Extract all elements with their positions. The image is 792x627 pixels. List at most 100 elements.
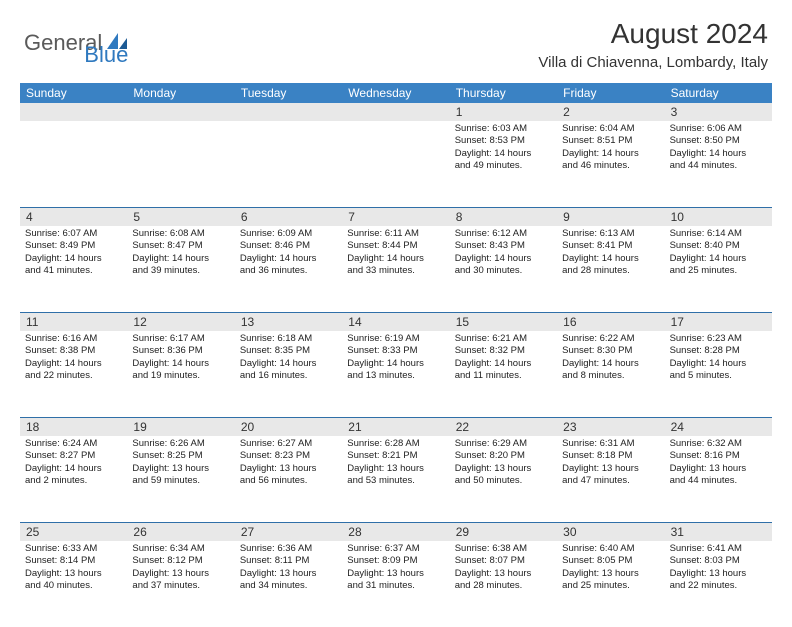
day-info-line: Sunset: 8:09 PM <box>347 555 444 567</box>
day-number-row: 18192021222324 <box>20 417 772 436</box>
day-info-line: and 11 minutes. <box>455 370 552 382</box>
day-cell: Sunrise: 6:11 AMSunset: 8:44 PMDaylight:… <box>342 226 449 312</box>
day-info-line: Sunrise: 6:40 AM <box>562 543 659 555</box>
day-number: 16 <box>557 313 664 331</box>
day-info-line: and 44 minutes. <box>670 160 767 172</box>
dow-cell: Monday <box>127 83 234 103</box>
day-info: Sunrise: 6:40 AMSunset: 8:05 PMDaylight:… <box>562 543 659 592</box>
day-number: 13 <box>235 313 342 331</box>
week-row: Sunrise: 6:07 AMSunset: 8:49 PMDaylight:… <box>20 226 772 312</box>
day-info: Sunrise: 6:23 AMSunset: 8:28 PMDaylight:… <box>670 333 767 382</box>
day-info: Sunrise: 6:19 AMSunset: 8:33 PMDaylight:… <box>347 333 444 382</box>
day-info-line: Sunset: 8:53 PM <box>455 135 552 147</box>
day-cell: Sunrise: 6:24 AMSunset: 8:27 PMDaylight:… <box>20 436 127 522</box>
day-number: 24 <box>665 418 772 436</box>
day-info-line: Sunset: 8:47 PM <box>132 240 229 252</box>
day-info-line: Sunrise: 6:06 AM <box>670 123 767 135</box>
day-info-line: Daylight: 14 hours <box>25 463 122 475</box>
day-info-line: and 59 minutes. <box>132 475 229 487</box>
location-label: Villa di Chiavenna, Lombardy, Italy <box>538 54 768 71</box>
day-info-line: Daylight: 13 hours <box>240 568 337 580</box>
day-info: Sunrise: 6:12 AMSunset: 8:43 PMDaylight:… <box>455 228 552 277</box>
week-row: Sunrise: 6:03 AMSunset: 8:53 PMDaylight:… <box>20 121 772 207</box>
day-info-line: Daylight: 14 hours <box>670 148 767 160</box>
day-cell: Sunrise: 6:06 AMSunset: 8:50 PMDaylight:… <box>665 121 772 207</box>
day-info-line: Sunset: 8:11 PM <box>240 555 337 567</box>
dow-cell: Sunday <box>20 83 127 103</box>
day-info-line: Sunrise: 6:27 AM <box>240 438 337 450</box>
day-info-line: Sunrise: 6:34 AM <box>132 543 229 555</box>
day-info-line: and 13 minutes. <box>347 370 444 382</box>
day-cell <box>127 121 234 207</box>
day-info-line: Sunset: 8:20 PM <box>455 450 552 462</box>
day-info-line: and 44 minutes. <box>670 475 767 487</box>
day-info: Sunrise: 6:29 AMSunset: 8:20 PMDaylight:… <box>455 438 552 487</box>
day-info: Sunrise: 6:22 AMSunset: 8:30 PMDaylight:… <box>562 333 659 382</box>
day-info-line: Sunset: 8:43 PM <box>455 240 552 252</box>
day-info: Sunrise: 6:24 AMSunset: 8:27 PMDaylight:… <box>25 438 122 487</box>
day-info: Sunrise: 6:27 AMSunset: 8:23 PMDaylight:… <box>240 438 337 487</box>
day-cell: Sunrise: 6:41 AMSunset: 8:03 PMDaylight:… <box>665 541 772 627</box>
day-info-line: Sunrise: 6:37 AM <box>347 543 444 555</box>
day-info: Sunrise: 6:21 AMSunset: 8:32 PMDaylight:… <box>455 333 552 382</box>
day-info-line: and 28 minutes. <box>455 580 552 592</box>
day-info-line: and 41 minutes. <box>25 265 122 277</box>
day-info-line: Daylight: 14 hours <box>25 358 122 370</box>
day-info-line: Sunset: 8:16 PM <box>670 450 767 462</box>
day-info-line: Sunset: 8:27 PM <box>25 450 122 462</box>
day-number: 22 <box>450 418 557 436</box>
day-info: Sunrise: 6:03 AMSunset: 8:53 PMDaylight:… <box>455 123 552 172</box>
day-info-line: and 34 minutes. <box>240 580 337 592</box>
day-info: Sunrise: 6:37 AMSunset: 8:09 PMDaylight:… <box>347 543 444 592</box>
day-info-line: and 2 minutes. <box>25 475 122 487</box>
day-info-line: Daylight: 13 hours <box>455 568 552 580</box>
day-cell: Sunrise: 6:12 AMSunset: 8:43 PMDaylight:… <box>450 226 557 312</box>
logo: General Blue <box>24 18 128 68</box>
day-info: Sunrise: 6:26 AMSunset: 8:25 PMDaylight:… <box>132 438 229 487</box>
day-cell: Sunrise: 6:38 AMSunset: 8:07 PMDaylight:… <box>450 541 557 627</box>
day-info-line: Sunrise: 6:14 AM <box>670 228 767 240</box>
day-info-line: and 25 minutes. <box>670 265 767 277</box>
day-info: Sunrise: 6:16 AMSunset: 8:38 PMDaylight:… <box>25 333 122 382</box>
day-info-line: Daylight: 13 hours <box>455 463 552 475</box>
day-cell: Sunrise: 6:17 AMSunset: 8:36 PMDaylight:… <box>127 331 234 417</box>
day-info-line: Sunrise: 6:08 AM <box>132 228 229 240</box>
day-info-line: Sunrise: 6:17 AM <box>132 333 229 345</box>
weeks-container: ....123Sunrise: 6:03 AMSunset: 8:53 PMDa… <box>20 103 772 627</box>
day-cell: Sunrise: 6:14 AMSunset: 8:40 PMDaylight:… <box>665 226 772 312</box>
day-cell <box>20 121 127 207</box>
day-number-row: 25262728293031 <box>20 522 772 541</box>
day-number: 2 <box>557 103 664 121</box>
day-info-line: Sunset: 8:28 PM <box>670 345 767 357</box>
day-number: 5 <box>127 208 234 226</box>
day-info-line: Sunrise: 6:18 AM <box>240 333 337 345</box>
day-cell: Sunrise: 6:32 AMSunset: 8:16 PMDaylight:… <box>665 436 772 522</box>
day-info-line: Sunset: 8:18 PM <box>562 450 659 462</box>
day-number: 20 <box>235 418 342 436</box>
day-info: Sunrise: 6:14 AMSunset: 8:40 PMDaylight:… <box>670 228 767 277</box>
day-info-line: Daylight: 14 hours <box>347 253 444 265</box>
logo-text-blue: Blue <box>84 42 128 68</box>
day-number: . <box>235 103 342 121</box>
day-info: Sunrise: 6:36 AMSunset: 8:11 PMDaylight:… <box>240 543 337 592</box>
day-cell: Sunrise: 6:21 AMSunset: 8:32 PMDaylight:… <box>450 331 557 417</box>
day-number: 12 <box>127 313 234 331</box>
day-number: 28 <box>342 523 449 541</box>
day-number: 25 <box>20 523 127 541</box>
day-info-line: and 22 minutes. <box>670 580 767 592</box>
day-info-line: Daylight: 14 hours <box>670 253 767 265</box>
day-info-line: Sunset: 8:07 PM <box>455 555 552 567</box>
day-info-line: Daylight: 13 hours <box>562 463 659 475</box>
day-cell: Sunrise: 6:19 AMSunset: 8:33 PMDaylight:… <box>342 331 449 417</box>
day-info-line: Daylight: 14 hours <box>240 358 337 370</box>
day-info-line: and 33 minutes. <box>347 265 444 277</box>
dow-cell: Tuesday <box>235 83 342 103</box>
day-info-line: Daylight: 14 hours <box>455 253 552 265</box>
day-cell: Sunrise: 6:07 AMSunset: 8:49 PMDaylight:… <box>20 226 127 312</box>
day-number: 23 <box>557 418 664 436</box>
day-info-line: Sunset: 8:36 PM <box>132 345 229 357</box>
day-cell: Sunrise: 6:37 AMSunset: 8:09 PMDaylight:… <box>342 541 449 627</box>
day-number: 27 <box>235 523 342 541</box>
day-info-line: Sunrise: 6:11 AM <box>347 228 444 240</box>
day-number-row: 45678910 <box>20 207 772 226</box>
